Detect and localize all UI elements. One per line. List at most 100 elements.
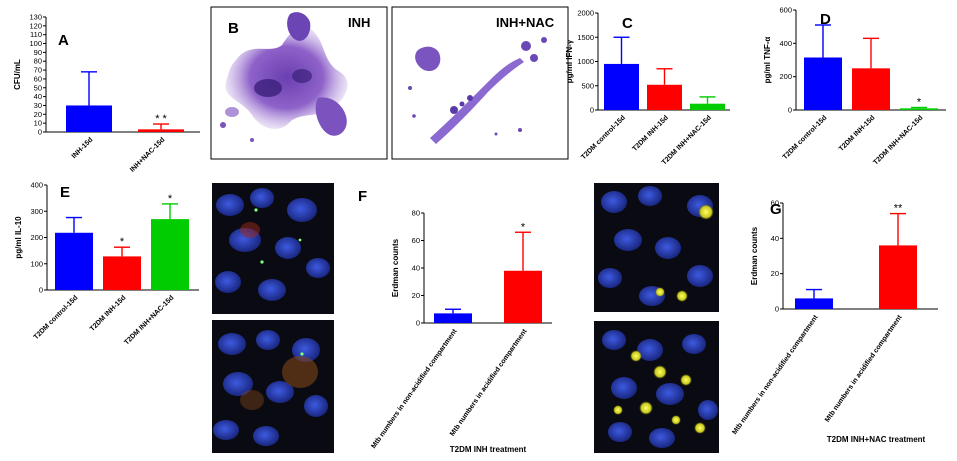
micrograph-g-bottom: [594, 321, 719, 453]
y-tick-label: 70: [34, 66, 42, 75]
y-tick-label: 100: [30, 259, 43, 268]
category-label: T2DM INH-15d: [631, 114, 670, 153]
y-axis-label: Erdman counts: [750, 226, 759, 285]
category-label: T2DM INH-15d: [89, 294, 128, 333]
y-tick-label: 0: [416, 319, 420, 328]
y-tick-label: 500: [581, 81, 594, 90]
panel-b-right-frame: [391, 6, 569, 160]
y-tick-label: 80: [34, 57, 42, 66]
y-tick-label: 2000: [577, 9, 594, 18]
micrograph-g-top: [594, 183, 719, 312]
bar: [138, 129, 184, 132]
y-tick-label: 200: [779, 72, 792, 81]
bar: [804, 57, 842, 110]
significance-marker: **: [894, 203, 903, 215]
micrograph-e-bottom: [212, 320, 334, 453]
y-tick-label: 100: [29, 39, 42, 48]
panel-b-right-caption: INH+NAC: [496, 15, 555, 30]
category-label: INH-15d: [71, 136, 95, 160]
y-tick-label: 600: [779, 6, 792, 15]
significance-marker: *: [168, 193, 173, 205]
y-tick-label: 0: [39, 286, 43, 295]
bar: [900, 108, 938, 110]
bar: [504, 270, 542, 323]
chart-g: 0 20 40 60 Erdman counts G Mtb numbers in non-…: [731, 199, 938, 444]
category-label: Mtb numbers in non-acidified compartment: [731, 314, 820, 436]
y-tick-label: 200: [30, 233, 43, 242]
y-tick-label: 120: [29, 21, 42, 30]
y-tick-label: 300: [30, 207, 43, 216]
panel-b-left-caption: INH: [348, 15, 370, 30]
category-label: INH+NAC-15d: [129, 136, 166, 173]
bar: [66, 105, 112, 132]
bar: [604, 63, 639, 110]
chart-f: 0 20 40 60 80 Erdman counts Mtb numbers in non…: [370, 209, 552, 454]
y-axis-label: CFU/mL: [13, 59, 22, 90]
y-tick-label: 0: [775, 305, 779, 314]
category-label: T2DM control-15d: [782, 114, 829, 161]
significance-marker: *: [120, 236, 125, 248]
y-tick-label: 40: [771, 234, 779, 243]
panel-label: G: [770, 201, 782, 218]
y-tick-label: 30: [34, 101, 42, 110]
stain-cluster-inh: [220, 12, 348, 142]
y-tick-label: 60: [771, 199, 779, 208]
y-tick-label: 400: [779, 39, 792, 48]
category-label: Mtb numbers in acidified compartment: [449, 328, 529, 438]
y-axis-label: Erdman counts: [391, 238, 400, 297]
x-axis-label: T2DM INH+NAC treatment: [827, 435, 926, 444]
bar: [434, 313, 472, 323]
bar: [852, 68, 890, 110]
bar: [879, 245, 917, 309]
y-axis-label: pg/ml TNF-α: [763, 37, 772, 84]
y-tick-label: 60: [34, 74, 42, 83]
panel-label: E: [60, 184, 70, 201]
y-tick-label: 60: [412, 236, 420, 245]
y-tick-label: 20: [34, 110, 42, 119]
y-tick-label: 0: [590, 106, 594, 115]
y-tick-label: 0: [788, 106, 792, 115]
category-label: T2DM control-15d: [580, 114, 627, 161]
y-tick-label: 50: [34, 83, 42, 92]
panel-label: D: [820, 11, 831, 28]
micrograph-e-top: [212, 183, 334, 314]
significance-marker: *: [917, 97, 922, 109]
panel-label: A: [58, 32, 69, 49]
y-tick-label: 80: [412, 209, 420, 218]
panel-label: C: [622, 15, 633, 32]
bar: [690, 103, 725, 110]
y-tick-label: 20: [771, 269, 779, 278]
y-tick-label: 40: [412, 264, 420, 273]
panel-b-micrographs: B INH INH+NAC: [210, 6, 569, 160]
chart-c: 0 500 1000 1500 2000 pg/ml IFN-γ C T2DM control…: [565, 9, 730, 167]
y-tick-label: 110: [30, 30, 42, 39]
bar: [151, 219, 189, 290]
y-tick-label: 0: [38, 128, 42, 137]
y-tick-label: 130: [29, 13, 42, 22]
category-label: Mtb numbers in acidified compartment: [824, 314, 904, 424]
bar: [103, 256, 141, 290]
category-label: Mtb numbers in non-acidified compartment: [370, 328, 459, 450]
category-label: T2DM control-15d: [33, 294, 80, 341]
y-tick-label: 10: [34, 119, 42, 128]
panel-f-label: F: [358, 188, 367, 205]
category-label: T2DM INH-15d: [838, 114, 877, 153]
y-tick-label: 400: [30, 181, 43, 190]
y-axis-label: pg/ml IL-10: [14, 216, 23, 259]
stain-cluster-inh-nac: [408, 37, 547, 144]
bar: [647, 84, 682, 110]
chart-e: 0 100 200 300 400 pg/ml IL-10 E T2DM control-15…: [14, 181, 199, 347]
bar: [795, 298, 833, 309]
y-tick-label: 40: [34, 92, 42, 101]
x-axis-label: T2DM INH treatment: [450, 445, 527, 454]
significance-marker: *: [521, 221, 526, 233]
category-label: T2DM INH+NAC-15d: [123, 294, 175, 346]
panel-b-label: B: [228, 20, 239, 37]
y-tick-label: 1000: [577, 57, 594, 66]
y-tick-label: 90: [34, 48, 42, 57]
y-axis-label: pg/ml IFN-γ: [565, 39, 574, 83]
y-tick-label: 1500: [577, 33, 594, 42]
chart-d: 0 200 400 600 pg/ml TNF-α D T2DM control-15d T2…: [763, 6, 946, 167]
significance-marker: * *: [155, 113, 167, 125]
